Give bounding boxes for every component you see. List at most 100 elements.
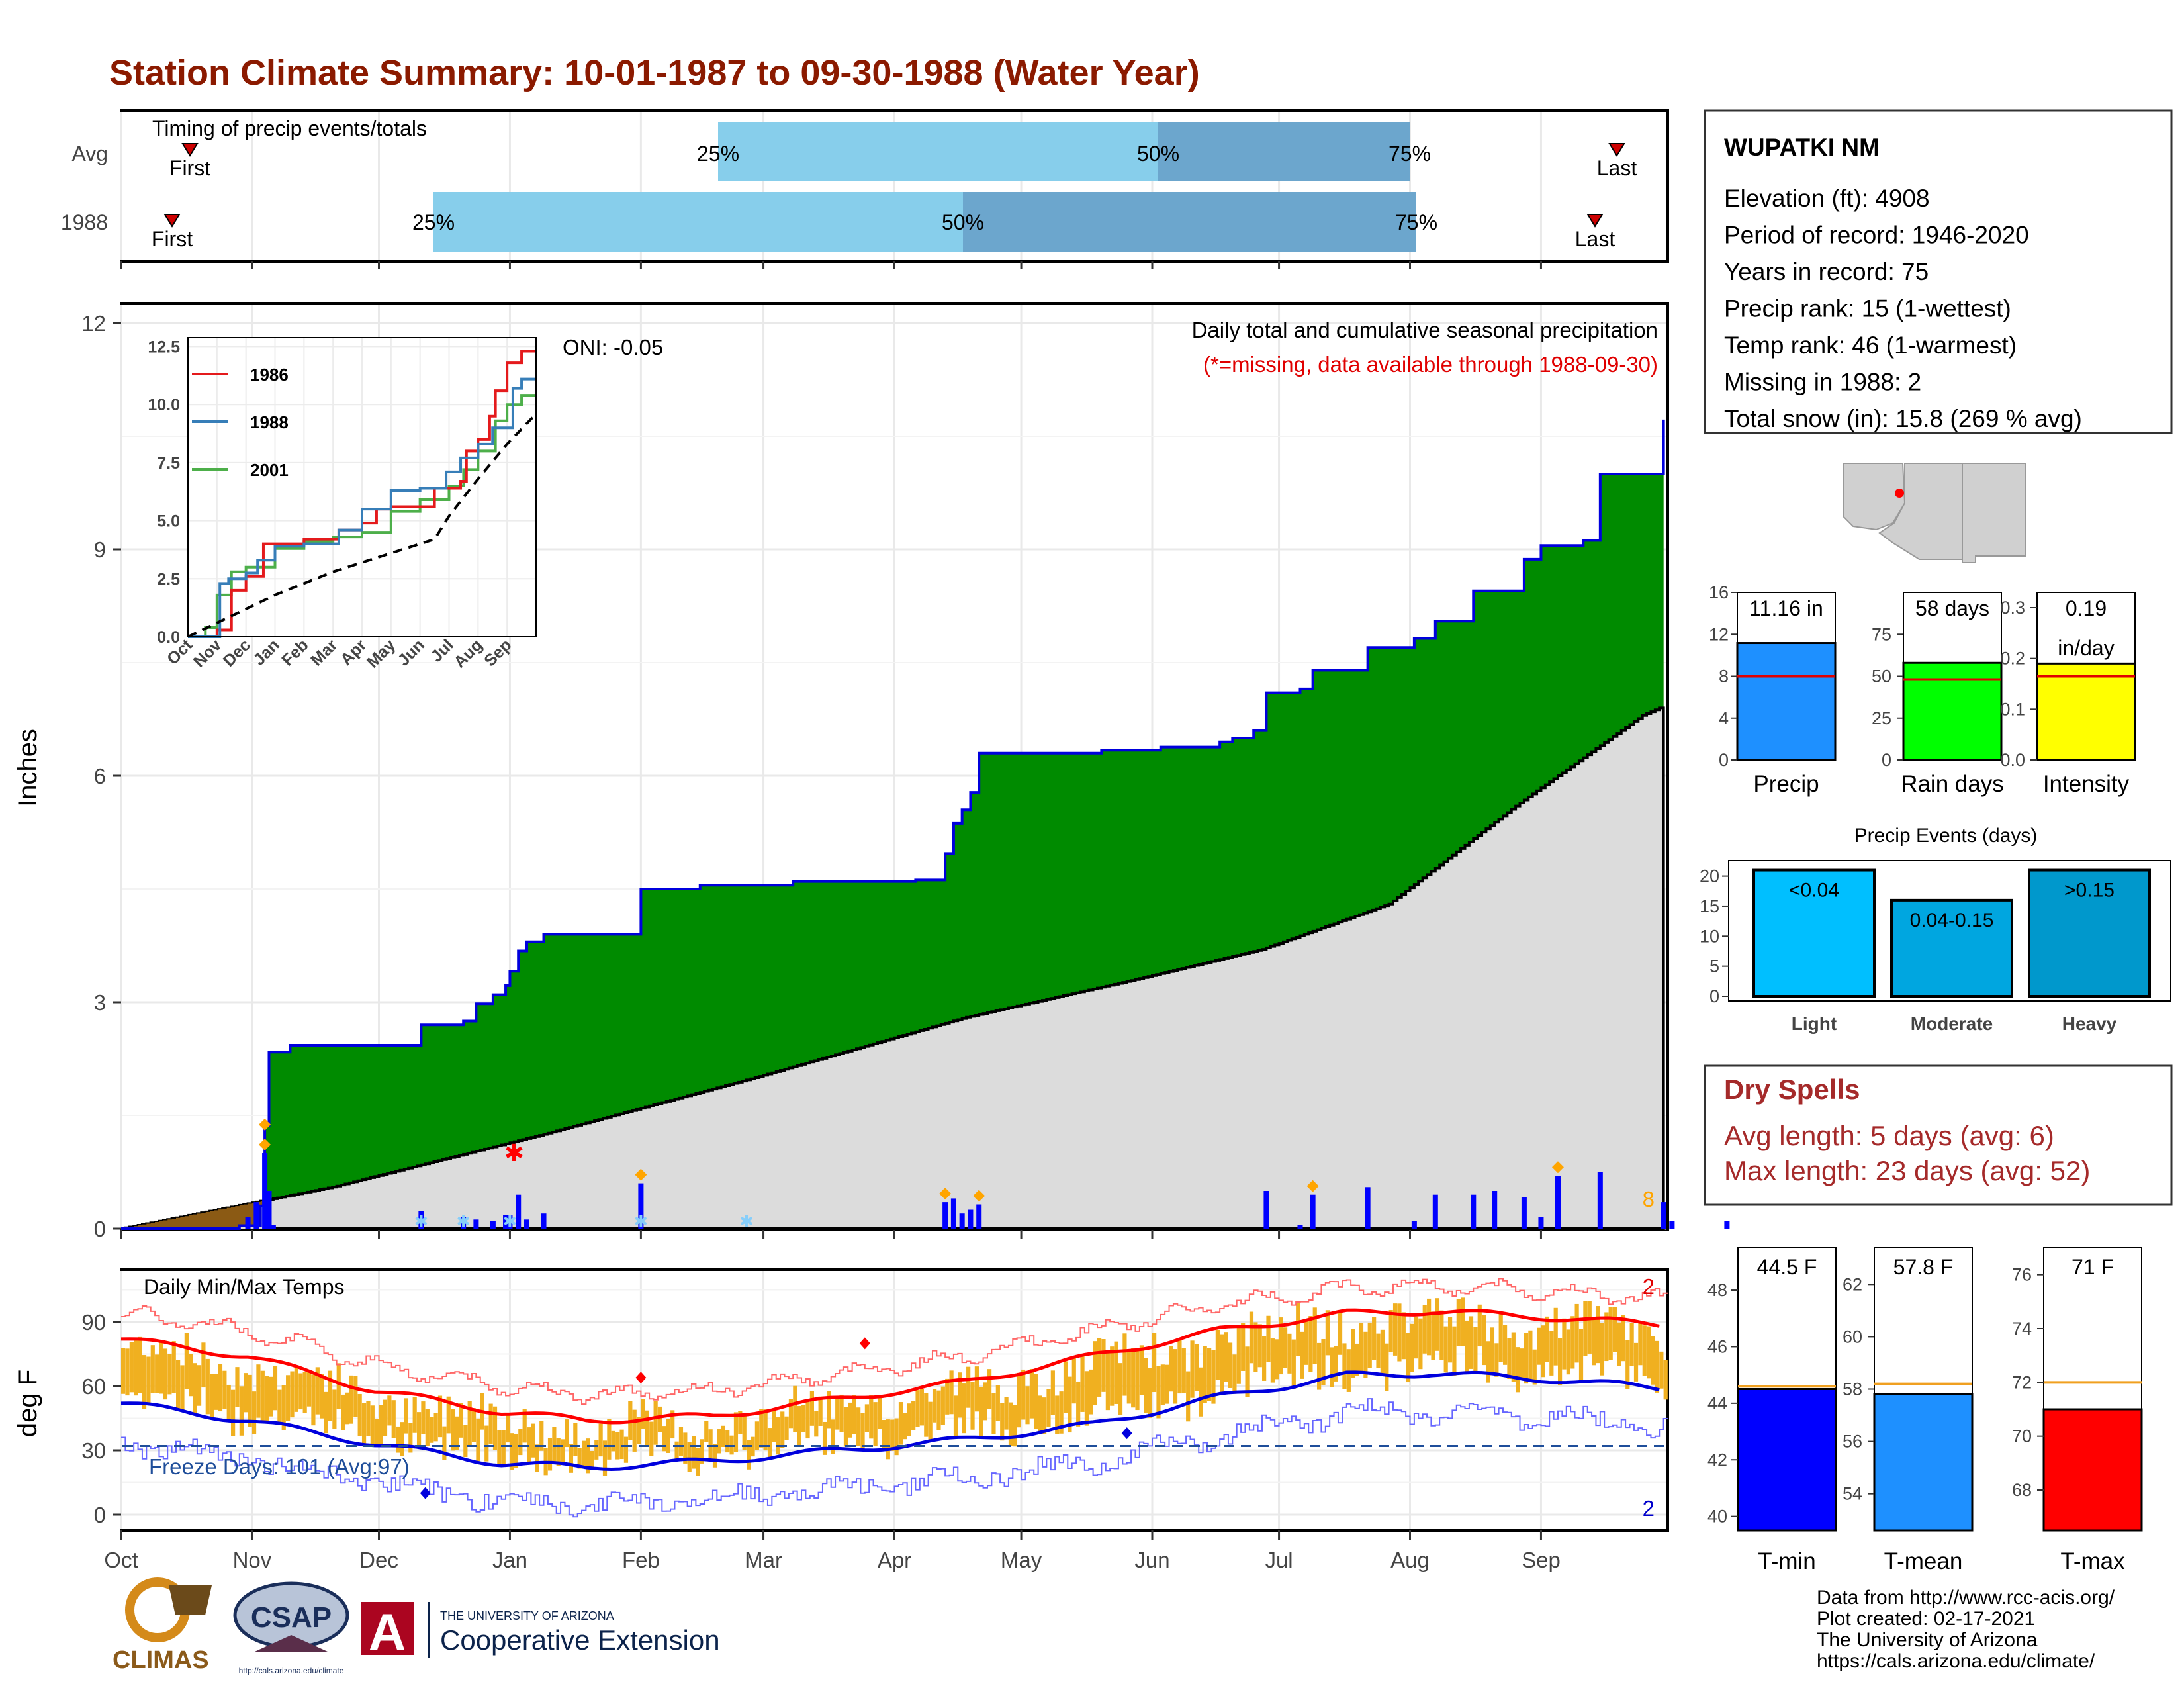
temp-bar-tick-label: 72 (2012, 1372, 2032, 1392)
timing-panel: Timing of precip events/totals Avg 1988 … (61, 109, 1669, 263)
daily-temp-range-bar (814, 1411, 819, 1437)
daily-temp-range-bar (302, 1372, 307, 1413)
daily-temp-range-bar (455, 1416, 459, 1450)
daily-temp-range-bar (1452, 1326, 1457, 1376)
daily-temp-range-bar (396, 1426, 400, 1453)
ua-logo-mark: A (369, 1603, 406, 1661)
figure-title: Station Climate Summary: 10-01-1987 to 0… (109, 53, 1200, 93)
daily-temp-range-bar (412, 1397, 417, 1433)
daily-precip-bar (253, 1202, 259, 1229)
temp-bar-tick-label: 60 (1843, 1327, 1862, 1346)
daily-temp-range-bar (784, 1416, 789, 1440)
snow-event-marker (635, 1168, 647, 1181)
daily-temp-range-bar (1355, 1343, 1359, 1376)
daily-temp-range-bar (1376, 1333, 1381, 1368)
daily-temp-range-bar (1406, 1333, 1410, 1383)
inset-legend-label: 1988 (250, 412, 289, 432)
station-info-box: WUPATKI NM Elevation (ft): 4908 Period of… (1704, 109, 2173, 434)
station-info-line: Total snow (in): 15.8 (269 % avg) (1724, 405, 2082, 432)
events-bar-category-label: Moderate (1911, 1013, 1993, 1034)
month-label: Apr (878, 1548, 911, 1572)
daily-temp-range-bar (514, 1434, 519, 1468)
timing-bar-50-75 (1158, 122, 1410, 181)
daily-temp-range-bar (674, 1441, 679, 1462)
daily-temp-range-bar (1541, 1325, 1545, 1378)
daily-temp-range-bar (1498, 1314, 1503, 1362)
daily-precip-bar (1597, 1172, 1603, 1229)
daily-temp-range-bar (146, 1356, 151, 1403)
daily-temp-range-bar (1071, 1356, 1076, 1404)
daily-temp-range-bar (1633, 1342, 1639, 1382)
daily-precip-bar (1555, 1176, 1561, 1229)
daily-temp-range-bar (501, 1430, 506, 1467)
daily-temp-range-bar (1199, 1367, 1203, 1417)
daily-temp-range-bar (281, 1385, 286, 1430)
daily-temp-range-bar (641, 1399, 645, 1429)
daily-temp-range-bar (1537, 1327, 1541, 1365)
daily-temp-range-bar (1427, 1298, 1432, 1356)
daily-temp-range-bar (692, 1436, 696, 1469)
daily-temp-range-bar (1013, 1405, 1017, 1447)
mini-bar-tick-label: 50 (1872, 667, 1891, 686)
daily-temp-range-bar (1372, 1317, 1377, 1360)
inset-ytick-label: 0.0 (157, 628, 180, 647)
daily-temp-range-bar (1080, 1354, 1085, 1412)
temp-bar-tick-label: 40 (1707, 1507, 1727, 1526)
daily-temp-range-bar (1017, 1372, 1021, 1428)
daily-temp-range-bar (991, 1393, 996, 1434)
first-event-label: First (152, 227, 193, 251)
daily-temp-range-bar (1553, 1307, 1558, 1366)
daily-temp-range-bar (1330, 1347, 1334, 1387)
daily-temp-range-bar (890, 1419, 895, 1451)
daily-temp-range-bar (1663, 1360, 1668, 1400)
daily-temp-range-bar (611, 1430, 615, 1452)
month-label: Sep (1522, 1548, 1561, 1572)
daily-temp-range-bar (924, 1393, 929, 1437)
temp-ylabel: deg F (13, 1370, 42, 1437)
temp-bar-tick-label: 76 (2012, 1265, 2032, 1285)
daily-precip-bar (418, 1211, 424, 1229)
timing-row-label-avg: Avg (71, 142, 108, 165)
mini-bar-tick-label: 0.2 (2000, 649, 2025, 669)
daily-temp-range-bar (788, 1399, 794, 1429)
daily-temp-range-bar (1118, 1363, 1123, 1415)
daily-temp-range-bar (421, 1401, 426, 1434)
daily-temp-range-bar (1557, 1338, 1563, 1385)
daily-temp-range-bar (1528, 1330, 1533, 1382)
daily-temp-range-bar (936, 1390, 941, 1430)
daily-temp-range-bar (1600, 1323, 1605, 1376)
temp-bar-category-label: T-max (2060, 1548, 2125, 1574)
daily-temp-range-bar (565, 1419, 569, 1448)
snow-event-marker (259, 1118, 271, 1131)
mini-bar-tick-label: 0 (1882, 750, 1891, 770)
daily-temp-range-bar (1422, 1305, 1427, 1354)
daily-temp-range-bar (1490, 1327, 1495, 1376)
daily-temp-range-bar (290, 1371, 295, 1418)
daily-temp-range-bar (586, 1438, 590, 1474)
daily-precip-bar (507, 1215, 513, 1229)
daily-temp-range-bar (827, 1391, 831, 1429)
record-max-count: 2 (1643, 1274, 1655, 1299)
temp-bar-category-label: T-mean (1884, 1548, 1963, 1574)
credit-line-3: The University of Arizona (1817, 1629, 2038, 1651)
daily-temp-range-bar (1097, 1338, 1102, 1397)
station-info-line: Temp rank: 46 (1-warmest) (1724, 332, 2017, 359)
location-map (1840, 460, 2028, 563)
daily-precip-bar (1538, 1217, 1544, 1229)
daily-temp-range-bar (341, 1394, 345, 1430)
inset-series-average (187, 412, 537, 638)
daily-temp-range-bar (210, 1374, 214, 1420)
mini-bar-tick-label: 0.0 (2000, 750, 2025, 770)
daily-temp-range-bar (1338, 1313, 1343, 1355)
daily-temp-range-bar (747, 1440, 751, 1470)
daily-precip-bar (473, 1219, 479, 1229)
daily-temp-range-bar (623, 1436, 629, 1463)
daily-temp-range-bar (793, 1385, 797, 1432)
daily-temp-range-bar (506, 1414, 510, 1443)
daily-temp-range-bar (273, 1366, 278, 1411)
footer-logos: CLIMAS CSAP http://cals.arizona.edu/clim… (113, 1577, 720, 1675)
inset-series-1988 (188, 377, 537, 638)
first-event-label: First (169, 156, 210, 180)
daily-temp-range-bar (818, 1396, 823, 1426)
daily-temp-range-bar (974, 1366, 979, 1412)
